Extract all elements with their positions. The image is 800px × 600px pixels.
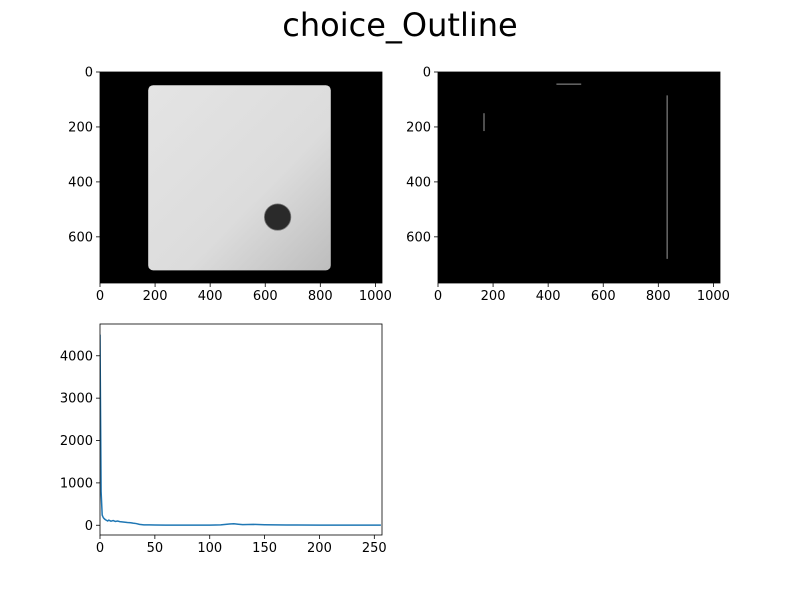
axes-frame [99,323,383,536]
y-tick-label: 600 [68,230,93,245]
image-content [438,72,720,283]
x-tick-label: 0 [96,289,104,304]
y-tick-label: 600 [406,230,431,245]
x-tick-label: 400 [198,289,223,304]
axes-frame [99,71,383,284]
x-tick-label: 400 [536,289,561,304]
y-tick-label: 1000 [60,476,93,491]
x-tick-label: 100 [197,541,222,556]
subplot-histogram: 0 50 100 150 200 250 0 1000 2000 3000 4000 [60,323,387,556]
subplot-original: 0 200 400 600 800 1000 0 200 400 600 [68,66,392,305]
die-pip [264,203,292,231]
y-tick-label: 0 [423,66,431,81]
x-tick-label: 50 [147,541,164,556]
plot-area [100,334,381,526]
histogram-line [100,334,381,526]
x-tick-label: 200 [307,541,332,556]
figure-title: choice_Outline [282,6,518,44]
x-tick-label: 150 [252,541,277,556]
axes-frame [437,71,721,284]
x-tick-label: 800 [308,289,333,304]
x-tick-label: 0 [434,289,442,304]
x-tick-label: 1000 [359,289,392,304]
y-tick-label: 400 [406,175,431,190]
x-tick-label: 200 [481,289,506,304]
subplot-outline: 0 200 400 600 800 1000 0 200 400 600 [406,66,730,305]
x-tick-label: 250 [362,541,387,556]
x-tick-label: 0 [96,541,104,556]
y-tick-label: 200 [68,120,93,135]
y-tick-label: 400 [68,175,93,190]
x-tick-label: 800 [646,289,671,304]
y-tick-label: 3000 [60,392,93,407]
x-tick-label: 600 [253,289,278,304]
image-background [438,72,720,283]
x-tick-label: 1000 [697,289,730,304]
x-tick-label: 200 [143,289,168,304]
y-tick-label: 4000 [60,349,93,364]
image-content [100,72,382,283]
die-face [148,85,331,271]
y-tick-label: 0 [85,519,93,534]
y-tick-label: 0 [85,66,93,81]
x-tick-label: 600 [591,289,616,304]
y-tick-label: 2000 [60,434,93,449]
y-tick-label: 200 [406,120,431,135]
